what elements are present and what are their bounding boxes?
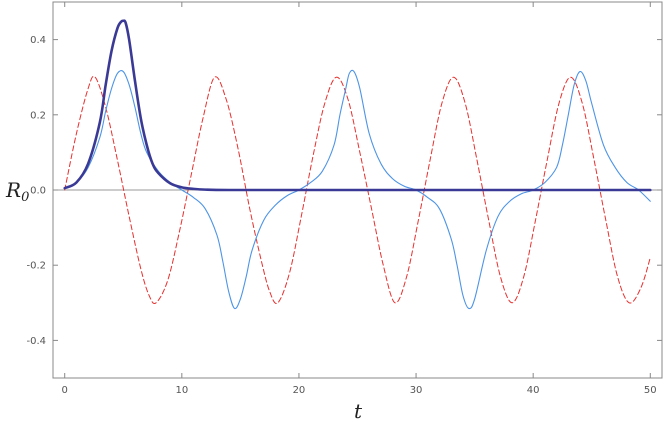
y-tick-label: 0.2 (30, 110, 46, 121)
y-axis-label: R0 (5, 178, 29, 205)
x-tick-label: 30 (410, 385, 423, 396)
y-tick-label: 0.0 (30, 186, 46, 197)
series-layer (63, 19, 652, 310)
y-tick-label: 0.4 (30, 35, 46, 46)
x-axis-label: t (354, 399, 363, 423)
y-tick-label: -0.4 (26, 336, 46, 347)
series-line-3 (63, 19, 652, 192)
x-tick-label: 50 (644, 385, 657, 396)
series-line-1 (64, 75, 651, 304)
x-axis-ticks: 0 10 20 30 40 50 (62, 2, 657, 396)
y-axis-label-main: R (5, 178, 21, 202)
x-tick-label: 0 (62, 385, 68, 396)
series-line-2 (64, 69, 651, 310)
x-tick-label: 10 (175, 385, 188, 396)
x-tick-label: 40 (527, 385, 540, 396)
y-axis-ticks: -0.4 -0.2 0.0 0.2 0.4 (26, 35, 662, 347)
y-axis-label-subscript: 0 (21, 190, 29, 205)
x-tick-label: 20 (293, 385, 306, 396)
y-tick-label: -0.2 (26, 261, 46, 272)
